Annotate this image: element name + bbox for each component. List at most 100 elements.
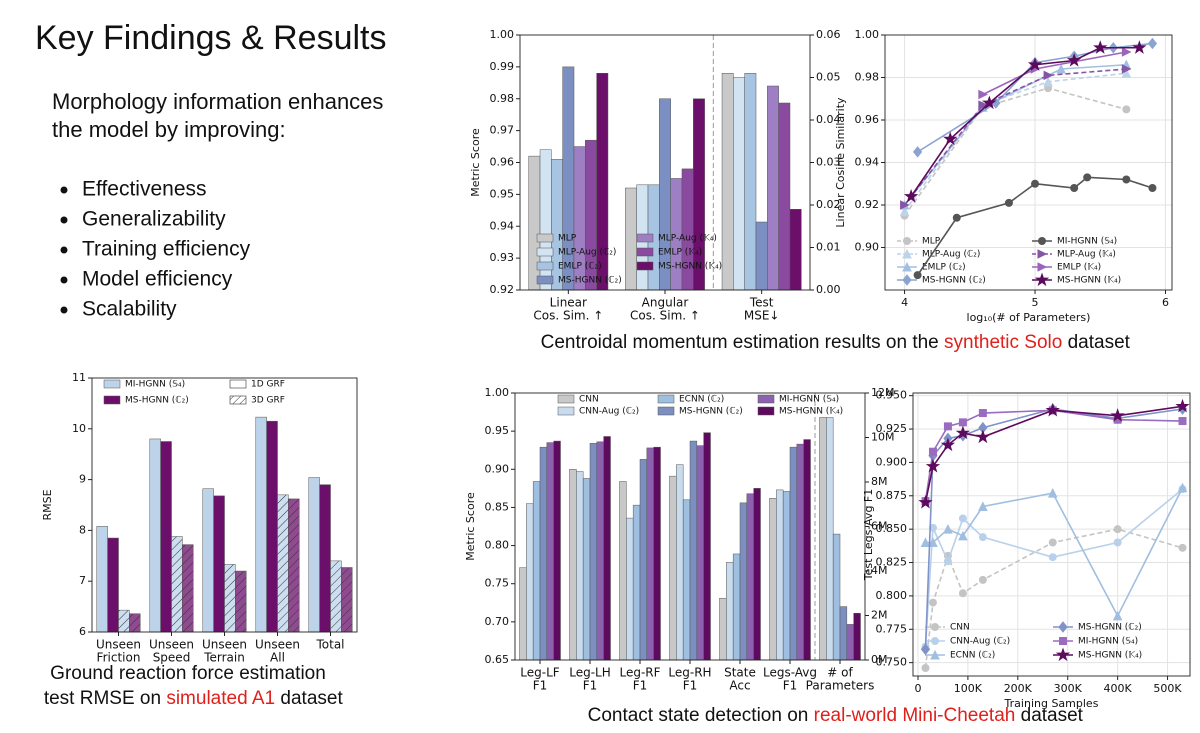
y-axis-label: Metric Score [469, 128, 482, 197]
caption: test RMSE on simulated A1 dataset [17, 688, 358, 709]
marker [943, 524, 953, 534]
y2-tick-label: 0.02 [816, 198, 841, 211]
bar [582, 478, 591, 661]
legend-label: MS-HGNN (ℂ₂) [1078, 623, 1142, 633]
bar [755, 221, 768, 291]
marker [940, 437, 956, 452]
caption-text: dataset [275, 688, 343, 709]
marker [928, 447, 937, 456]
series-line [924, 405, 1183, 503]
y-tick-label: 0.750 [876, 656, 908, 669]
marker [1122, 105, 1131, 114]
bullet-text: Effectiveness [82, 178, 207, 201]
y2-tick-label: 0M [871, 653, 888, 666]
intro-line: the model by improving: [52, 117, 286, 142]
bar [689, 440, 698, 661]
y-tick-label: 0.800 [876, 589, 908, 602]
x-tick-label: Test [749, 296, 774, 310]
bar [803, 439, 811, 661]
legend-swatch [557, 406, 575, 416]
bar [776, 489, 784, 661]
y-tick-label: 0.90 [855, 241, 880, 254]
bar [319, 484, 331, 633]
legend-swatch [229, 395, 247, 405]
bullet-dot [60, 216, 68, 224]
marker [1048, 553, 1057, 562]
bar [719, 597, 727, 661]
caption-highlight: simulated A1 [166, 688, 275, 709]
marker [920, 537, 931, 548]
x-tick-label: 300K [1054, 682, 1083, 695]
marker [978, 533, 987, 542]
bar [733, 77, 745, 291]
bullet-text: Model efficiency [82, 268, 233, 291]
y-tick-label: 0.92 [490, 283, 515, 296]
legend-marker [1058, 621, 1068, 633]
bar [739, 502, 748, 661]
bar [682, 499, 691, 661]
legend-label: MI-HGNN (𝕊₄) [1057, 237, 1117, 247]
marker [1110, 408, 1125, 422]
y-tick-label: 6 [79, 625, 86, 638]
bar [832, 533, 841, 661]
x-tick-label: Acc [729, 679, 750, 693]
x-tick-label: State [724, 666, 756, 680]
marker [1177, 482, 1188, 493]
legend-label: MI-HGNN (𝕊₄) [779, 395, 839, 405]
plot-frame [514, 392, 866, 661]
marker [1047, 487, 1058, 498]
y-tick-label: 0.90 [485, 462, 510, 475]
bullet-dot [60, 276, 68, 284]
bar [288, 498, 300, 633]
bar [789, 209, 802, 291]
marker [1004, 198, 1013, 207]
x-tick-label: F1 [783, 679, 798, 693]
marker [928, 537, 938, 548]
x-tick-label: 5 [1032, 296, 1039, 309]
series-line [903, 87, 1127, 217]
legend-marker [1038, 237, 1046, 245]
bullet-dot [60, 306, 68, 314]
x-tick-label: Cos. Sim. ↑ [533, 309, 603, 323]
series-line [982, 51, 1127, 96]
bar [546, 442, 554, 661]
y-tick-label: 0.80 [485, 539, 510, 552]
y-tick-label: 1.00 [855, 28, 880, 41]
legend-label: MLP-Aug (𝕂₄) [1057, 250, 1116, 260]
slide-title: Key Findings & Results [35, 19, 387, 57]
bar [782, 491, 791, 661]
bar [726, 562, 734, 661]
legend-label: MS-HGNN (𝕂₄) [1078, 651, 1142, 661]
marker [1175, 398, 1190, 413]
legend-swatch [757, 406, 775, 416]
marker [920, 643, 931, 656]
y-tick-label: 0.97 [490, 124, 515, 137]
bar [308, 477, 320, 633]
y-axis-label: RMSE [41, 489, 54, 520]
y-tick-label: 0.75 [485, 577, 510, 590]
legend-swatch [636, 233, 654, 243]
legend-marker [902, 274, 912, 286]
legend-label: MLP-Aug (ℂ₂) [558, 248, 616, 258]
marker [928, 598, 937, 607]
legend-label: MLP [922, 237, 941, 247]
y-tick-label: 7 [79, 574, 86, 587]
y2-tick-label: 0.06 [816, 28, 841, 41]
legend-label: CNN-Aug (ℂ₂) [950, 637, 1010, 647]
bar [669, 475, 677, 661]
bullet-text: Scalability [82, 298, 177, 321]
legend-label: MLP-Aug (ℂ₂) [922, 250, 980, 260]
bar [118, 609, 130, 633]
x-tick-label: # of [827, 666, 853, 680]
y-axis-label: Test Legs-Avg F1 [862, 489, 875, 582]
marker [1067, 52, 1082, 67]
y-axis-label: Metric Score [464, 492, 477, 561]
y-tick-label: 0.95 [490, 187, 515, 200]
marker [982, 95, 997, 110]
x-tick-label: 4 [901, 296, 908, 309]
series-line [925, 487, 1184, 618]
bar [846, 624, 854, 661]
bar [255, 416, 267, 633]
marker [1045, 402, 1060, 417]
bar [519, 567, 527, 661]
